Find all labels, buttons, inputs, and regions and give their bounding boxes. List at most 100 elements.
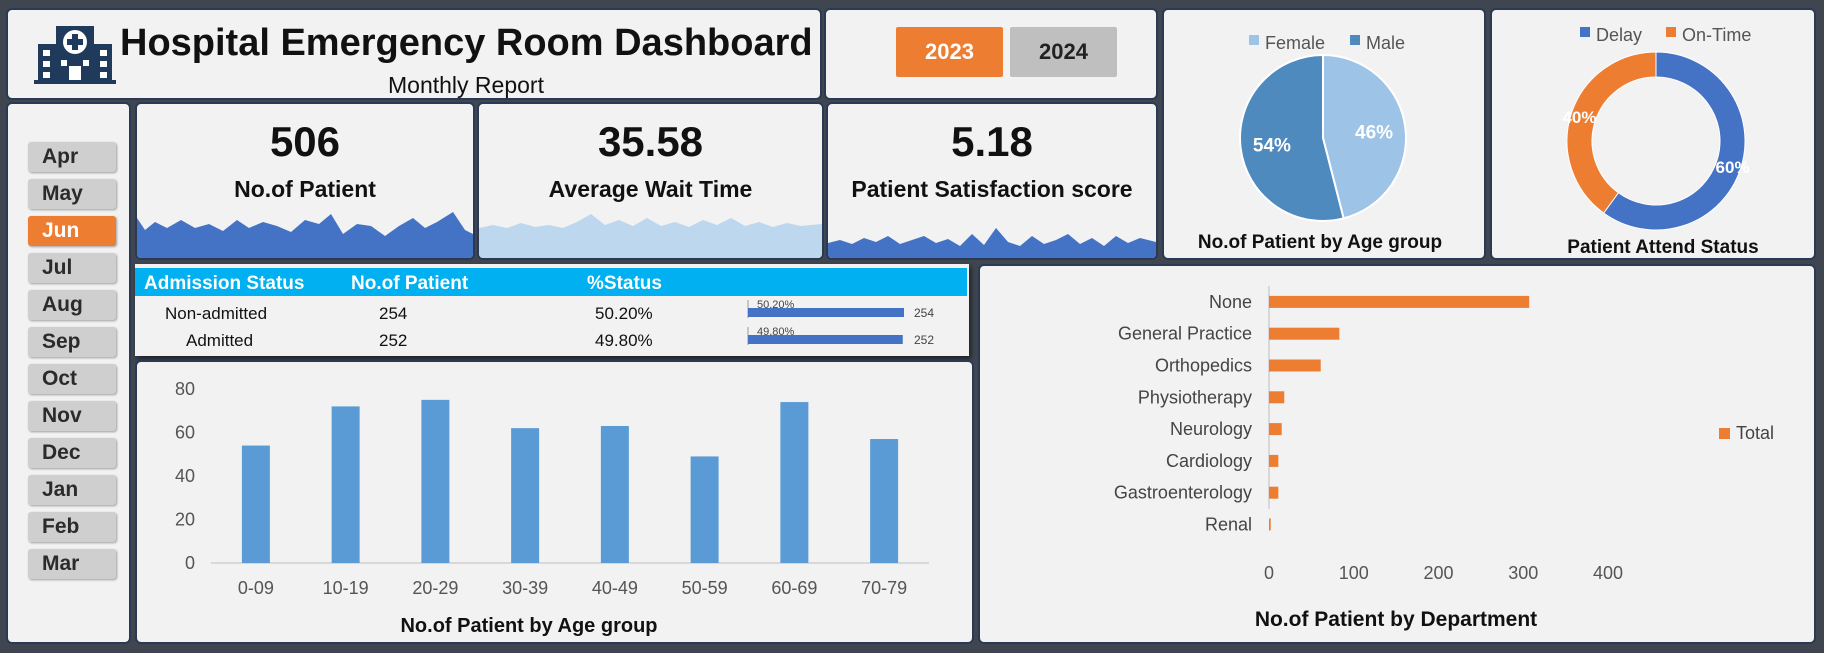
age-group-bar-chart: 0 20 40 60 80 0-09 10-19 20-29 30-39 40-49 50-59 6… [175, 379, 929, 637]
y-tick-label: 60 [175, 423, 195, 443]
department-bar-physiotherapy [1269, 391, 1285, 404]
databar-admitted [748, 335, 903, 344]
legend-swatch-on-time [1666, 27, 1676, 37]
month-slicer: Apr May Jun Jul Aug Sep Oct Nov Dec Jan … [6, 102, 131, 644]
admission-status-cell: Non-admitted [165, 304, 268, 323]
x-tick-label: 300 [1508, 563, 1538, 583]
x-tick-label: 0 [1264, 563, 1274, 583]
admission-count-cell: 252 [379, 331, 408, 350]
admission-pct-cell: 50.20% [595, 304, 653, 323]
legend-swatch-total [1719, 428, 1730, 439]
pie-slice-label: 46% [1355, 123, 1393, 144]
month-button-sep[interactable]: Sep [28, 327, 116, 357]
age-bar-40-49 [600, 425, 629, 563]
y-tick-label: 0 [185, 553, 195, 573]
age-chart-title: No.of Patient by Age group [400, 615, 657, 637]
x-tick-label: 60-69 [771, 578, 817, 598]
age-bar-50-59 [690, 456, 719, 563]
title-panel: Hospital Emergency Room Dashboard Monthl… [6, 8, 822, 100]
legend-label-male: Male [1366, 33, 1405, 53]
admission-databars: 50.20% 254 49.80% 252 [747, 299, 934, 347]
x-tick-label: 40-49 [592, 578, 638, 598]
kpi-value-satisfaction: 5.18 [951, 118, 1033, 165]
x-tick-label: 400 [1593, 563, 1623, 583]
department-bar-orthopedics [1269, 359, 1321, 372]
donut-slice-on-time [1566, 51, 1657, 214]
year-slicer: 2023 2024 [824, 8, 1158, 100]
month-button-mar[interactable]: Mar [28, 549, 116, 579]
department-label: Gastroenterology [1114, 483, 1252, 503]
age-bar-20-29 [421, 399, 450, 563]
gender-pie-title: No.of Patient by Age group [1198, 232, 1442, 253]
department-label: General Practice [1118, 324, 1252, 344]
age-bar-30-39 [511, 428, 540, 563]
department-bar-renal [1269, 518, 1271, 531]
pie-slice-female [1322, 53, 1407, 220]
department-label: Renal [1205, 515, 1252, 535]
column-header-status: Admission Status [144, 273, 305, 294]
sparkline-wait-time [479, 214, 822, 258]
month-button-jun[interactable]: Jun [28, 216, 116, 246]
sparkline-satisfaction [828, 228, 1156, 258]
department-label: Physiotherapy [1138, 387, 1252, 407]
x-tick-label: 200 [1423, 563, 1453, 583]
department-bar-chart: None General Practice Orthopedics Physiothe… [1114, 286, 1774, 631]
kpi-label-patients: No.of Patient [234, 176, 376, 202]
x-tick-label: 30-39 [502, 578, 548, 598]
department-bar-gastroenterology [1269, 486, 1279, 499]
attend-donut-chart: Delay On-Time 60% 40% Patient Attend Stat… [1562, 25, 1758, 258]
column-header-count: No.of Patient [351, 273, 469, 294]
age-bar-0-09 [241, 445, 270, 563]
column-header-pct: %Status [587, 273, 662, 294]
gender-pie-chart: Female Male 46% 54% No.of Patient by Age … [1198, 33, 1442, 253]
department-bar-cardiology [1269, 454, 1279, 467]
gender-pie-panel: Female Male 46% 54% No.of Patient by Age … [1162, 8, 1486, 260]
department-bar-none [1269, 295, 1530, 308]
legend-swatch-delay [1580, 27, 1590, 37]
y-tick-label: 20 [175, 510, 195, 530]
month-button-aug[interactable]: Aug [28, 290, 116, 320]
page-subtitle: Monthly Report [388, 72, 544, 98]
kpi-card-wait-time: 35.58 Average Wait Time [477, 102, 824, 260]
admission-count-cell: 254 [379, 304, 408, 323]
department-bar-general-practice [1269, 327, 1340, 340]
month-button-dec[interactable]: Dec [28, 438, 116, 468]
x-tick-label: 100 [1339, 563, 1369, 583]
month-button-nov[interactable]: Nov [28, 401, 116, 431]
department-chart-title: No.of Patient by Department [1255, 608, 1537, 631]
attend-donut-title: Patient Attend Status [1567, 237, 1758, 258]
department-label: None [1209, 292, 1252, 312]
x-tick-label: 70-79 [861, 578, 907, 598]
month-button-jul[interactable]: Jul [28, 253, 116, 283]
kpi-card-patients: 506 No.of Patient [135, 102, 475, 260]
legend-swatch-male [1350, 35, 1360, 45]
age-bar-10-19 [331, 406, 360, 563]
year-button-2024[interactable]: 2024 [1010, 27, 1117, 77]
donut-slice-label: 60% [1716, 158, 1750, 177]
month-button-jan[interactable]: Jan [28, 475, 116, 505]
month-button-apr[interactable]: Apr [28, 142, 116, 172]
x-tick-label: 20-29 [412, 578, 458, 598]
year-button-2023[interactable]: 2023 [896, 27, 1003, 77]
department-bar-panel: None General Practice Orthopedics Physiothe… [978, 264, 1816, 644]
legend-label-on-time: On-Time [1682, 25, 1751, 45]
department-bar-neurology [1269, 423, 1282, 436]
kpi-card-satisfaction: 5.18 Patient Satisfaction score [826, 102, 1158, 260]
month-button-may[interactable]: May [28, 179, 116, 209]
databar-value-label: 252 [914, 333, 934, 347]
admission-pct-cell: 49.80% [595, 331, 653, 350]
admission-table-header: Admission Status No.of Patient %Status [135, 268, 967, 296]
x-tick-label: 50-59 [682, 578, 728, 598]
admission-table: Admission Status No.of Patient %Status N… [135, 264, 969, 356]
x-tick-label: 10-19 [323, 578, 369, 598]
age-bar-70-79 [870, 439, 899, 563]
x-tick-label: 0-09 [238, 578, 274, 598]
department-label: Neurology [1170, 419, 1252, 439]
month-button-feb[interactable]: Feb [28, 512, 116, 542]
legend-label-female: Female [1265, 33, 1325, 53]
month-button-oct[interactable]: Oct [28, 364, 116, 394]
y-tick-label: 40 [175, 466, 195, 486]
admission-status-cell: Admitted [186, 331, 254, 350]
kpi-value-wait-time: 35.58 [597, 118, 704, 165]
databar-non-admitted [748, 308, 904, 317]
